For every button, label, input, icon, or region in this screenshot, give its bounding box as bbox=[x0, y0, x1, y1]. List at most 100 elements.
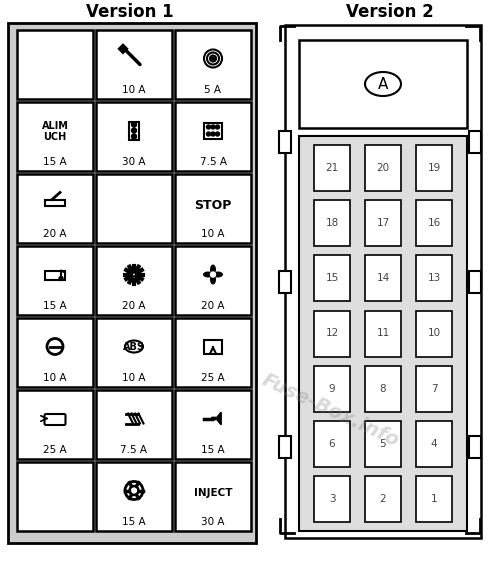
Bar bbox=[175, 390, 251, 459]
Text: 3: 3 bbox=[328, 494, 336, 504]
Text: 15 A: 15 A bbox=[201, 445, 225, 455]
Bar bbox=[279, 436, 291, 458]
Polygon shape bbox=[212, 412, 221, 425]
Bar bbox=[314, 421, 350, 467]
Text: ALIM
UCH: ALIM UCH bbox=[42, 121, 68, 142]
Text: 18: 18 bbox=[326, 218, 338, 228]
Bar bbox=[175, 318, 251, 387]
Bar bbox=[314, 255, 350, 301]
Ellipse shape bbox=[213, 272, 223, 278]
Text: 15 A: 15 A bbox=[43, 157, 67, 167]
Circle shape bbox=[216, 125, 220, 129]
Bar bbox=[416, 366, 452, 412]
Circle shape bbox=[211, 125, 215, 129]
Ellipse shape bbox=[365, 72, 401, 96]
Ellipse shape bbox=[125, 341, 143, 352]
Bar bbox=[416, 255, 452, 301]
Bar bbox=[96, 30, 172, 99]
Bar bbox=[285, 25, 481, 538]
Circle shape bbox=[206, 132, 210, 136]
Bar bbox=[175, 102, 251, 171]
Bar bbox=[96, 318, 172, 387]
Text: 4: 4 bbox=[430, 439, 438, 449]
Bar bbox=[96, 390, 172, 459]
Bar bbox=[204, 122, 222, 139]
Text: 8: 8 bbox=[380, 384, 386, 394]
Bar bbox=[416, 310, 452, 356]
Text: 1: 1 bbox=[430, 494, 438, 504]
Text: 17: 17 bbox=[376, 218, 390, 228]
Text: 14: 14 bbox=[376, 273, 390, 283]
Bar bbox=[469, 271, 481, 293]
Text: 10 A: 10 A bbox=[201, 229, 225, 239]
Bar bbox=[175, 462, 251, 531]
Text: 19: 19 bbox=[428, 163, 440, 173]
FancyBboxPatch shape bbox=[44, 414, 66, 425]
Bar bbox=[314, 145, 350, 191]
Text: 16: 16 bbox=[428, 218, 440, 228]
Ellipse shape bbox=[210, 274, 216, 284]
Text: 7.5 A: 7.5 A bbox=[200, 157, 226, 167]
Bar bbox=[314, 200, 350, 246]
Bar bbox=[96, 246, 172, 315]
Bar bbox=[365, 145, 401, 191]
Circle shape bbox=[132, 134, 136, 139]
Circle shape bbox=[211, 132, 215, 136]
Bar bbox=[118, 43, 128, 54]
Text: 10: 10 bbox=[428, 329, 440, 338]
Text: 10 A: 10 A bbox=[122, 373, 146, 383]
Text: 20 A: 20 A bbox=[122, 301, 146, 311]
Bar bbox=[365, 476, 401, 522]
Text: 20 A: 20 A bbox=[44, 229, 67, 239]
Text: ABS: ABS bbox=[123, 342, 145, 352]
Text: STOP: STOP bbox=[194, 199, 232, 212]
Text: 6: 6 bbox=[328, 439, 336, 449]
Bar bbox=[314, 366, 350, 412]
Bar bbox=[17, 174, 93, 243]
Bar bbox=[175, 30, 251, 99]
Bar bbox=[299, 136, 467, 531]
Bar bbox=[17, 462, 93, 531]
Bar bbox=[175, 246, 251, 315]
Bar bbox=[365, 421, 401, 467]
Bar bbox=[365, 366, 401, 412]
Bar bbox=[365, 200, 401, 246]
Bar bbox=[129, 122, 139, 140]
Bar bbox=[175, 174, 251, 243]
Text: Version 2: Version 2 bbox=[346, 3, 434, 21]
Bar bbox=[314, 310, 350, 356]
Bar bbox=[299, 40, 467, 128]
Bar bbox=[365, 255, 401, 301]
Text: A: A bbox=[378, 76, 388, 91]
Bar bbox=[8, 23, 256, 543]
Circle shape bbox=[212, 57, 214, 60]
Circle shape bbox=[132, 488, 136, 493]
Bar bbox=[17, 390, 93, 459]
Text: 10 A: 10 A bbox=[122, 85, 146, 95]
Circle shape bbox=[216, 132, 220, 136]
Bar bbox=[279, 271, 291, 293]
Bar bbox=[279, 131, 291, 153]
Text: 21: 21 bbox=[326, 163, 338, 173]
Bar bbox=[96, 174, 172, 243]
Text: 9: 9 bbox=[328, 384, 336, 394]
Text: 12: 12 bbox=[326, 329, 338, 338]
Bar bbox=[416, 421, 452, 467]
Text: 7: 7 bbox=[430, 384, 438, 394]
Text: 25 A: 25 A bbox=[201, 373, 225, 383]
Bar bbox=[204, 339, 222, 353]
Text: 13: 13 bbox=[428, 273, 440, 283]
Text: 5: 5 bbox=[380, 439, 386, 449]
Text: 15 A: 15 A bbox=[122, 517, 146, 527]
Ellipse shape bbox=[210, 264, 216, 274]
Bar bbox=[17, 246, 93, 315]
Circle shape bbox=[132, 122, 136, 127]
Bar bbox=[314, 476, 350, 522]
Bar bbox=[469, 436, 481, 458]
Text: 20: 20 bbox=[376, 163, 390, 173]
Bar bbox=[45, 200, 65, 205]
Bar bbox=[416, 200, 452, 246]
Text: 25 A: 25 A bbox=[43, 445, 67, 455]
Text: 30 A: 30 A bbox=[201, 517, 225, 527]
Text: 2: 2 bbox=[380, 494, 386, 504]
